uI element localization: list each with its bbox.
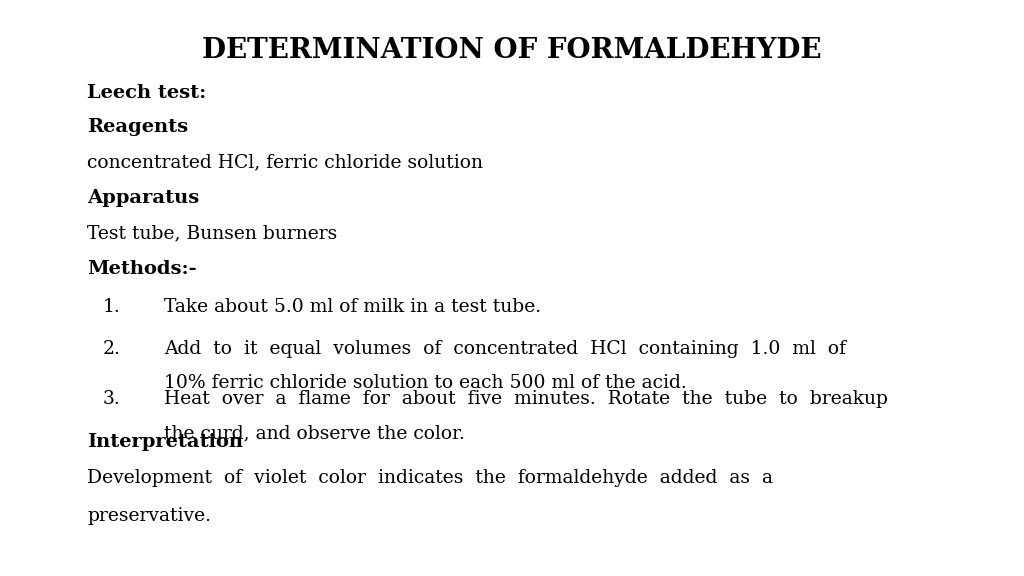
Text: preservative.: preservative. [87, 507, 211, 525]
Text: Interpretation: Interpretation [87, 433, 243, 451]
Text: 2.: 2. [102, 340, 120, 358]
Text: Test tube, Bunsen burners: Test tube, Bunsen burners [87, 225, 337, 242]
Text: Leech test:: Leech test: [87, 84, 206, 101]
Text: Development  of  violet  color  indicates  the  formaldehyde  added  as  a: Development of violet color indicates th… [87, 469, 773, 487]
Text: Take about 5.0 ml of milk in a test tube.: Take about 5.0 ml of milk in a test tube… [164, 298, 541, 316]
Text: the curd, and observe the color.: the curd, and observe the color. [164, 425, 465, 442]
Text: 1.: 1. [102, 298, 120, 316]
Text: concentrated HCl, ferric chloride solution: concentrated HCl, ferric chloride soluti… [87, 154, 483, 172]
Text: Apparatus: Apparatus [87, 189, 200, 207]
Text: 10% ferric chloride solution to each 500 ml of the acid.: 10% ferric chloride solution to each 500… [164, 374, 686, 392]
Text: Heat  over  a  flame  for  about  five  minutes.  Rotate  the  tube  to  breakup: Heat over a flame for about five minutes… [164, 390, 888, 408]
Text: 3.: 3. [102, 390, 120, 408]
Text: Reagents: Reagents [87, 118, 188, 136]
Text: Add  to  it  equal  volumes  of  concentrated  HCl  containing  1.0  ml  of: Add to it equal volumes of concentrated … [164, 340, 846, 358]
Text: Methods:-: Methods:- [87, 260, 197, 278]
Text: DETERMINATION OF FORMALDEHYDE: DETERMINATION OF FORMALDEHYDE [203, 37, 821, 65]
